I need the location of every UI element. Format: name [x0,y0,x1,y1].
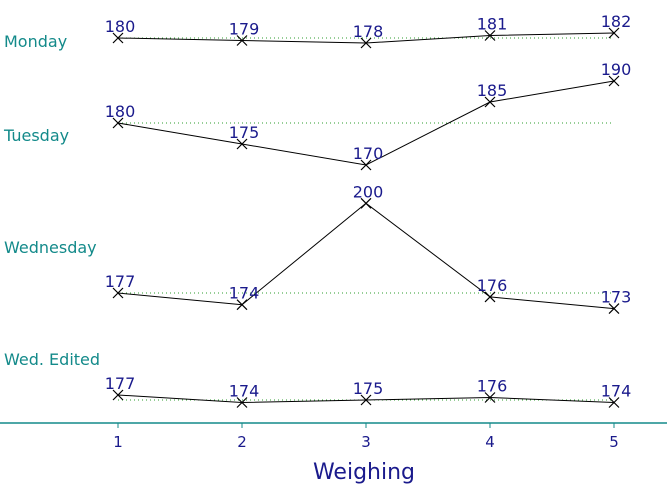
series-name-label: Wed. Edited [4,350,100,369]
data-value-label: 177 [105,272,136,291]
data-value-label: 185 [477,81,508,100]
data-point-marker [112,32,124,44]
data-value-label: 175 [353,379,384,398]
data-point-marker [112,287,124,299]
series-name-label: Wednesday [4,238,97,257]
data-value-label: 170 [353,144,384,163]
data-value-label: 180 [105,17,136,36]
data-point-marker [236,397,248,408]
x-axis-title: Weighing [313,460,415,485]
x-tick-label: 5 [609,433,619,451]
series-row: Wed. Edited 177 174 175 176 174 [4,350,631,408]
x-axis-ticks: 1 2 3 4 5 [113,423,619,451]
data-value-label: 174 [601,382,632,401]
series-row: Wednesday 177 174 200 176 173 [4,182,632,315]
data-point-marker [484,291,496,303]
data-point-marker [608,75,620,87]
data-value-label: 176 [477,377,508,396]
data-value-label: 174 [229,284,260,303]
data-value-label: 174 [229,382,260,401]
x-tick-label: 3 [361,433,371,451]
x-tick-label: 2 [237,433,247,451]
x-tick-label: 1 [113,433,123,451]
data-point-marker [236,299,248,311]
data-value-label: 176 [477,276,508,295]
data-point-marker [360,37,372,49]
data-point-marker [360,197,372,209]
data-value-label: 179 [229,20,260,39]
data-value-label: 200 [353,182,384,201]
data-point-marker [484,392,496,403]
data-value-label: 173 [601,288,632,307]
series-name-label: Tuesday [3,126,69,145]
data-point-marker [608,303,620,315]
data-point-marker [360,394,372,406]
data-point-marker [484,30,496,41]
series-row: Monday 180 179 178 181 182 [4,12,631,51]
data-point-marker [236,35,248,46]
series-name-label: Monday [4,32,67,51]
data-value-label: 190 [601,60,632,79]
data-value-label: 182 [601,12,632,31]
data-value-label: 178 [353,22,384,41]
series-row: Tuesday 180 175 170 185 190 [3,60,632,171]
data-value-label: 175 [229,123,260,142]
data-point-marker [236,138,248,150]
data-value-label: 177 [105,374,136,393]
data-value-label: 180 [105,102,136,121]
data-point-marker [608,27,620,39]
x-tick-label: 4 [485,433,495,451]
data-point-marker [608,397,620,408]
data-point-marker [112,389,124,401]
data-point-marker [484,96,496,108]
data-point-marker [360,159,372,171]
data-point-marker [112,117,124,129]
series-rows: Monday 180 179 178 181 182 Tuesday 180 175 170 185… [3,12,631,408]
data-value-label: 181 [477,15,508,34]
